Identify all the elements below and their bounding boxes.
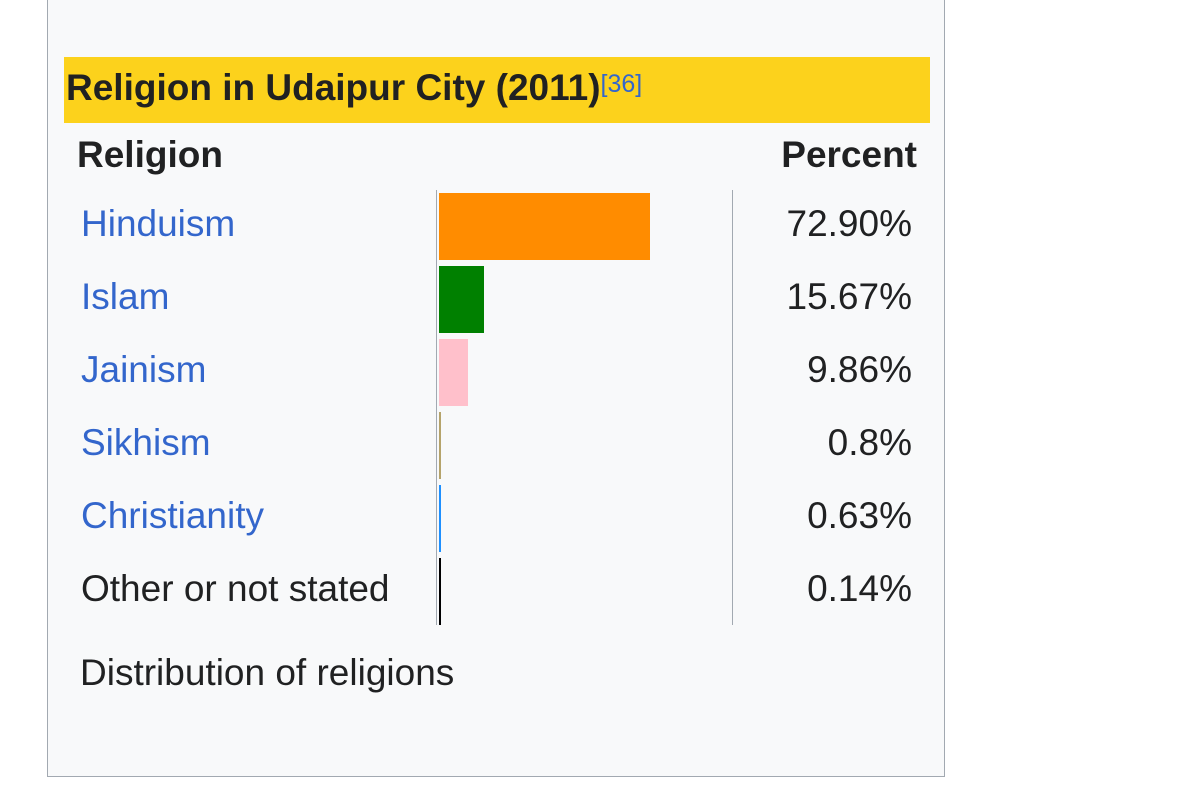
bar-area-right-divider: [732, 190, 733, 625]
row-percent-sikhism: 0.8%: [827, 422, 912, 463]
religion-column-header: Religion: [77, 134, 223, 175]
bar-jainism: [439, 339, 468, 406]
bar-hinduism: [439, 193, 651, 260]
chart-caption: Distribution of religions: [80, 652, 455, 693]
row-label-other-or-not-stated: Other or not stated: [81, 568, 390, 609]
row-label-sikhism[interactable]: Sikhism: [81, 422, 211, 463]
bar-sikhism: [439, 412, 442, 479]
religion-infobox: [47, 0, 945, 777]
bar-christianity: [439, 485, 441, 552]
row-label-hinduism[interactable]: Hinduism: [81, 203, 236, 244]
row-label-jainism[interactable]: Jainism: [81, 349, 207, 390]
row-percent-islam: 15.67%: [786, 276, 913, 317]
chart-title: Religion in Udaipur City (2011)[36]: [66, 67, 642, 109]
bar-other-or-not-stated: [439, 558, 441, 625]
chart-title-text: Religion in Udaipur City (2011): [66, 67, 601, 108]
percent-column-header: Percent: [781, 134, 917, 175]
reference-link[interactable]: [36]: [600, 70, 643, 98]
bar-area-left-divider: [436, 190, 437, 625]
row-percent-jainism: 9.86%: [807, 349, 912, 390]
reference-superscript: [36]: [601, 70, 643, 98]
chart-title-bar: Religion in Udaipur City (2011)[36]: [64, 57, 930, 123]
bar-islam: [439, 266, 485, 333]
row-label-christianity[interactable]: Christianity: [81, 495, 264, 536]
row-percent-hinduism: 72.90%: [786, 203, 913, 244]
row-percent-christianity: 0.63%: [807, 495, 912, 536]
row-percent-other-or-not-stated: 0.14%: [807, 568, 912, 609]
row-label-islam[interactable]: Islam: [81, 276, 170, 317]
